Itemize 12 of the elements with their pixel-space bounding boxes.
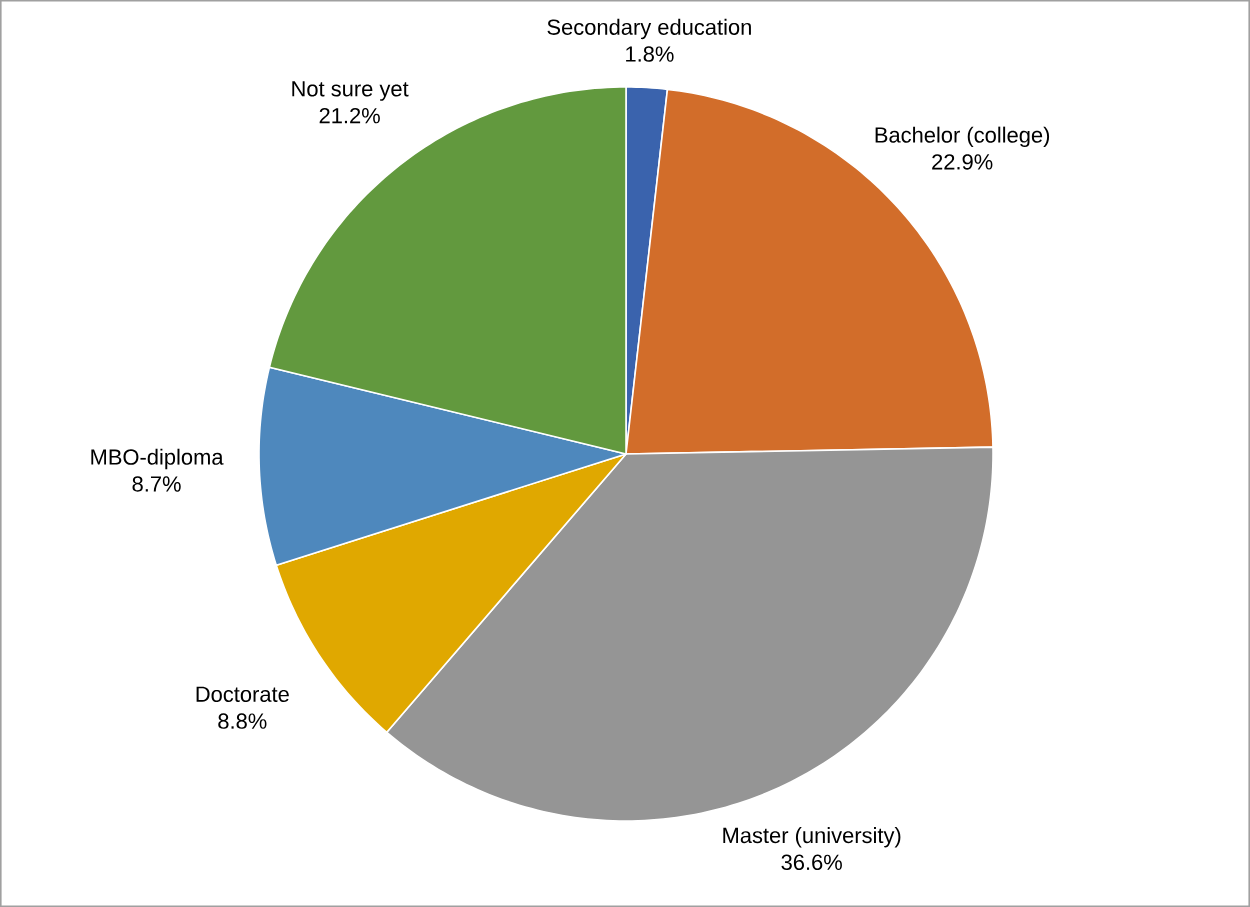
slice-label: Bachelor (college) bbox=[875, 126, 1050, 148]
slice-label: Secondary education bbox=[547, 18, 751, 40]
data-label: 22.9% bbox=[932, 154, 993, 170]
slice-label: Doctorate bbox=[196, 686, 289, 702]
data-label: 36.6% bbox=[781, 854, 842, 871]
slice-label: MBO-diploma bbox=[91, 448, 224, 470]
data-label: 1.8% bbox=[626, 46, 674, 62]
slice-label: Master (university) bbox=[723, 827, 901, 848]
data-label: 8.8% bbox=[218, 713, 267, 729]
data-label: 21.2% bbox=[319, 107, 380, 124]
slice-label: Not sure yet bbox=[292, 81, 409, 101]
data-label: 8.7% bbox=[132, 476, 181, 492]
